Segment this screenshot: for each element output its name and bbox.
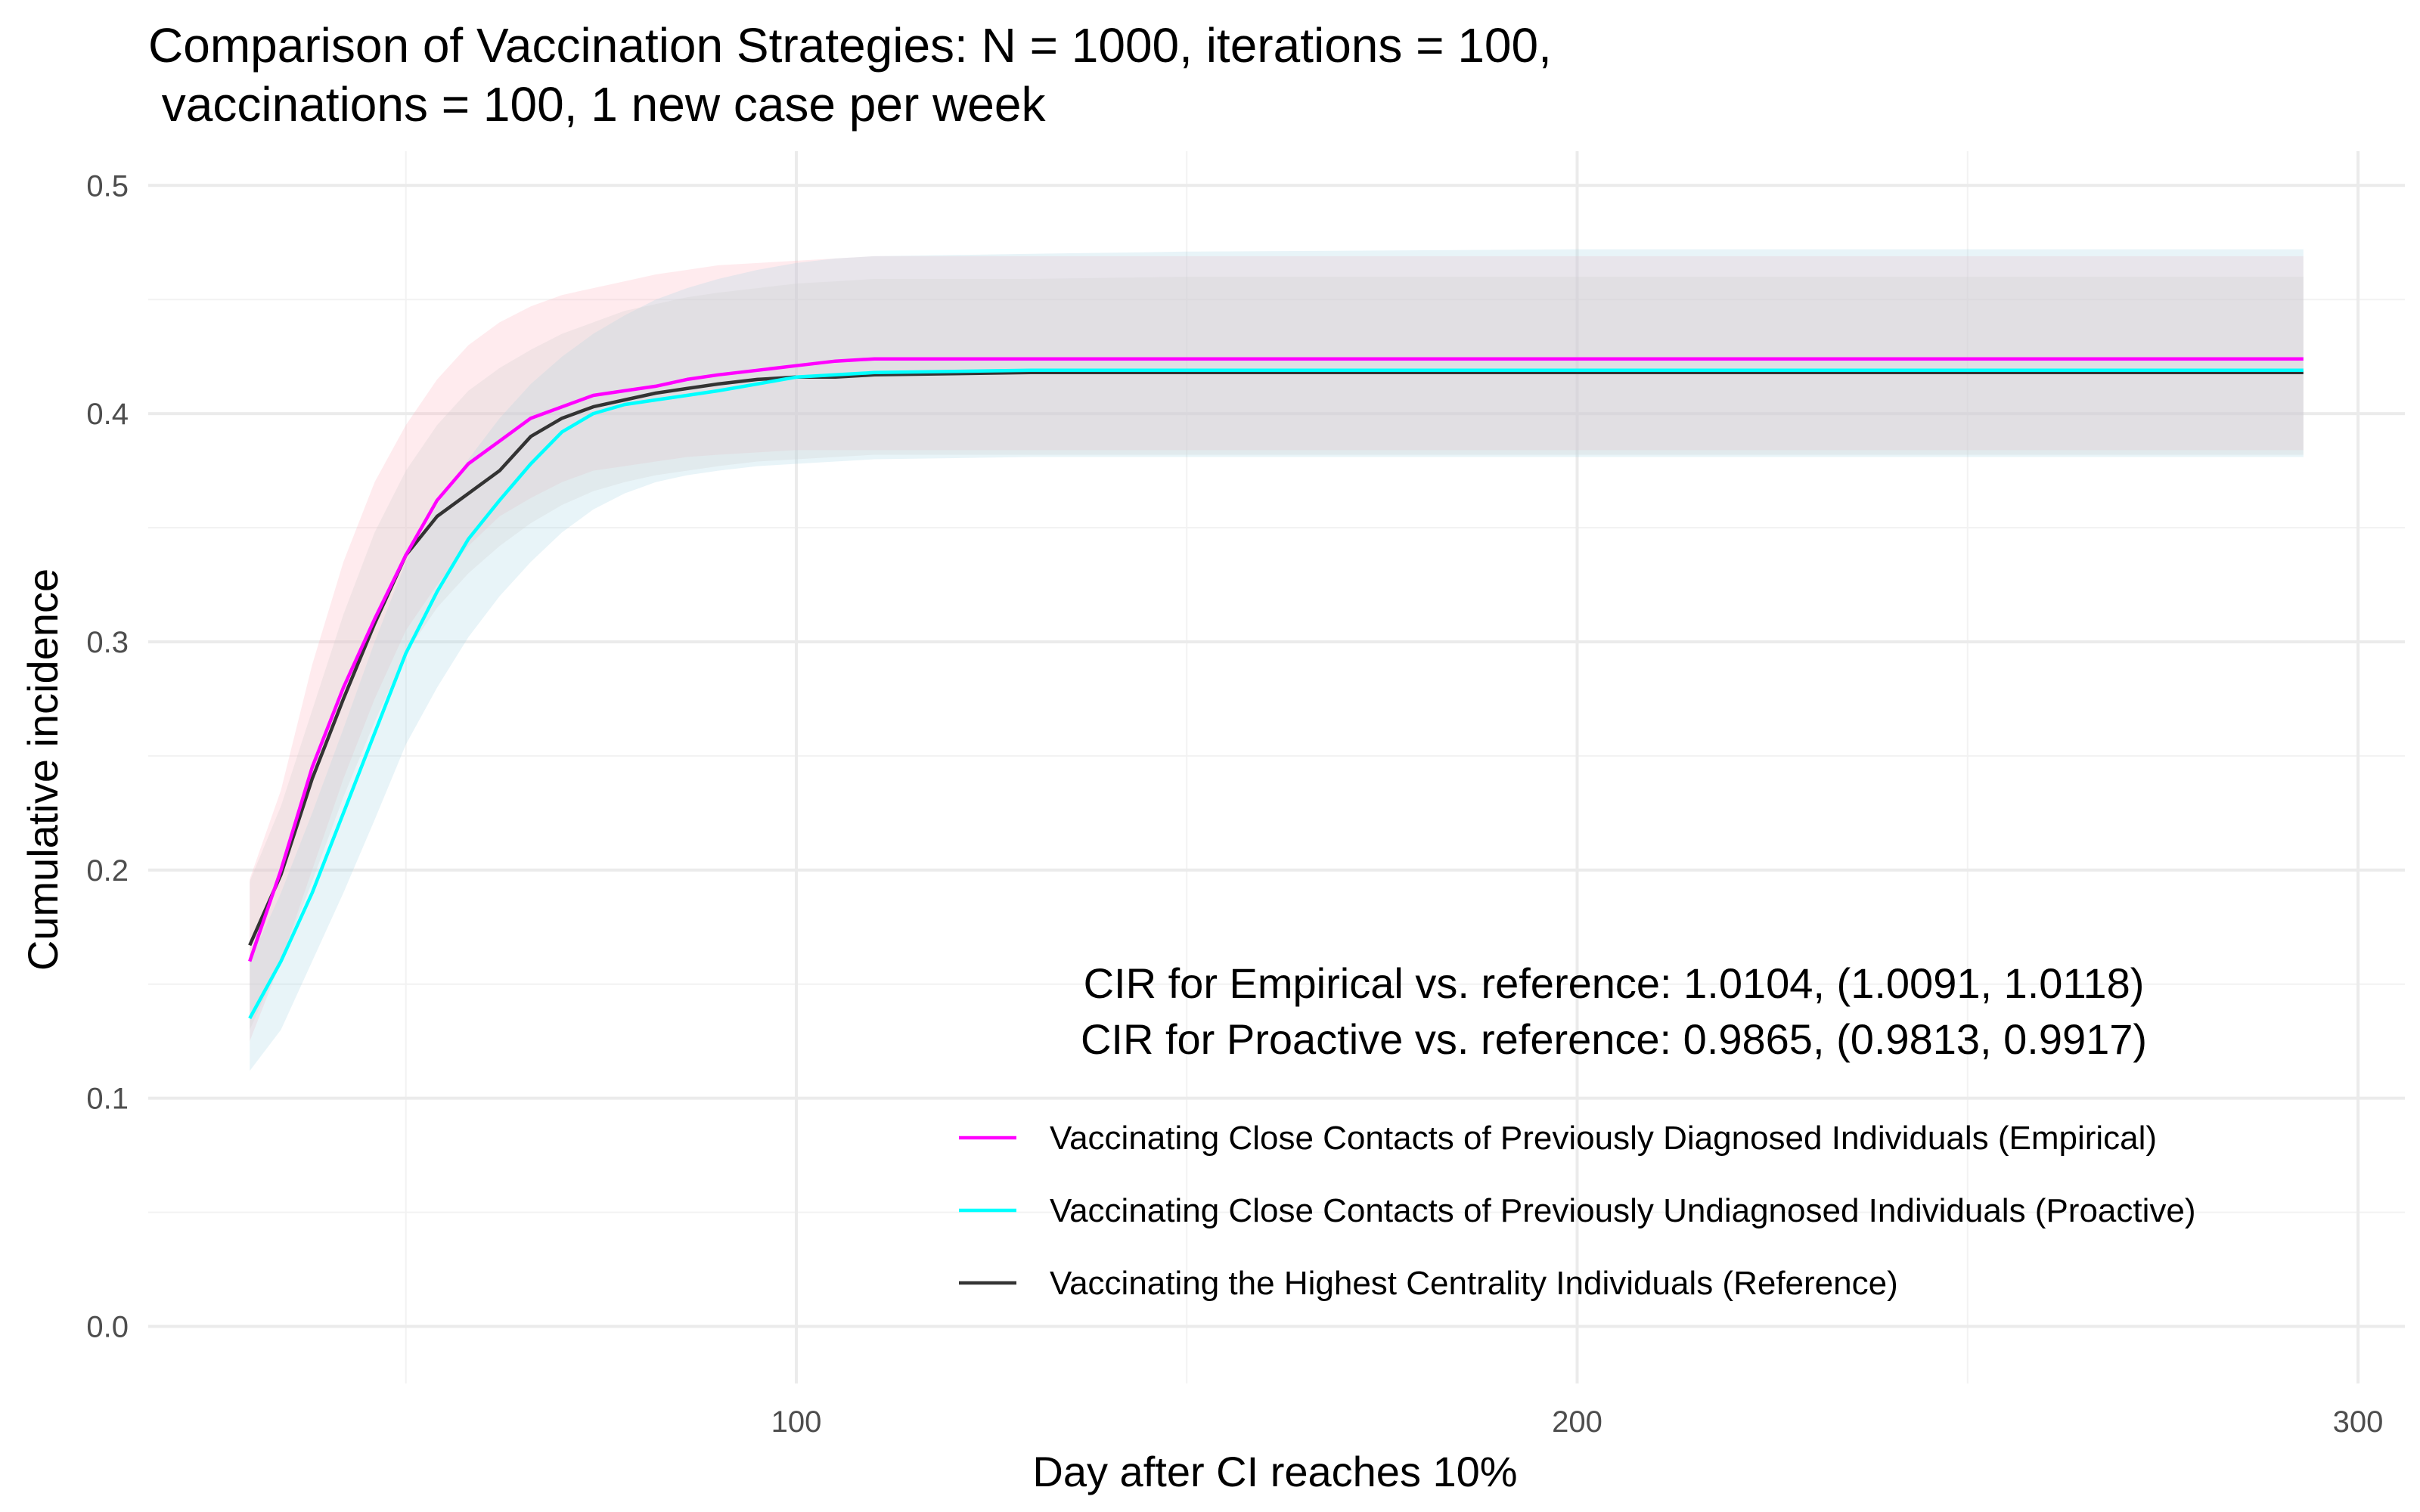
series-line-1 (248, 368, 2304, 1020)
minor-gridlines (148, 151, 2405, 1383)
series-line-2 (248, 370, 2304, 947)
x-tick-label: 300 (2333, 1405, 2384, 1439)
confidence-band-2 (250, 277, 2304, 1030)
y-tick-label: 0.0 (86, 1311, 129, 1344)
x-tick-label: 100 (771, 1405, 822, 1439)
major-gridlines (148, 151, 2405, 1383)
confidence-band-0 (250, 256, 2304, 1042)
chart-title-line-2: vaccinations = 100, 1 new case per week (148, 77, 1046, 132)
x-tick-label: 200 (1552, 1405, 1602, 1439)
x-axis-title: Day after CI reaches 10% (1032, 1448, 1517, 1495)
y-axis-title: Cumulative incidence (19, 569, 67, 971)
legend-label-1: Vaccinating Close Contacts of Previously… (1050, 1192, 2196, 1229)
annotation-empirical: CIR for Empirical vs. reference: 1.0104,… (1084, 959, 2145, 1007)
confidence-bands (250, 249, 2304, 1071)
legend: Vaccinating Close Contacts of Previously… (959, 1120, 2196, 1302)
legend-label-0: Vaccinating Close Contacts of Previously… (1050, 1120, 2157, 1157)
y-tick-label: 0.3 (86, 626, 129, 659)
series-line-0 (248, 357, 2304, 962)
y-tick-label: 0.1 (86, 1083, 129, 1116)
y-tick-label: 0.4 (86, 398, 129, 431)
chart-title-line-1: Comparison of Vaccination Strategies: N … (148, 18, 1552, 73)
x-axis-ticks: 100 200 300 (771, 1405, 2384, 1439)
series-lines (248, 357, 2304, 1020)
confidence-band-1 (250, 249, 2304, 1071)
y-tick-label: 0.5 (86, 169, 129, 203)
legend-label-2: Vaccinating the Highest Centrality Indiv… (1050, 1265, 1898, 1302)
annotation-proactive: CIR for Proactive vs. reference: 0.9865,… (1081, 1015, 2147, 1063)
y-axis-ticks: 0.0 0.1 0.2 0.3 0.4 0.5 (86, 169, 129, 1343)
y-tick-label: 0.2 (86, 854, 129, 888)
